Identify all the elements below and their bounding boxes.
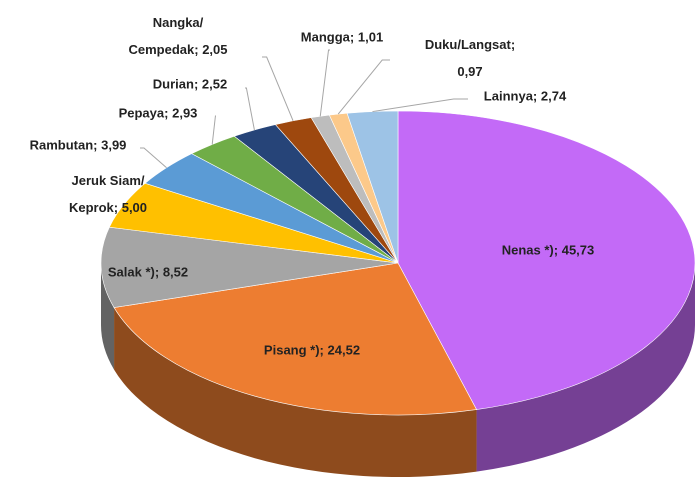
label-separator: ; (510, 37, 516, 52)
leader-line (245, 87, 255, 131)
leader-line (372, 98, 468, 113)
data-label: Mangga; 1,01 (301, 24, 383, 51)
label-separator: ; (113, 200, 119, 215)
data-label: Jeruk Siam/ Keprok; 5,00 (53, 167, 163, 221)
label-separator: ; (154, 264, 160, 280)
data-label: Pisang *); 24,52 (264, 337, 360, 364)
label-separator: ; (194, 42, 199, 57)
slice-side (101, 263, 115, 370)
data-label: Durian; 2,52 (153, 71, 227, 98)
label-value: 1,01 (357, 29, 384, 45)
label-separator: ; (164, 105, 169, 121)
label-name: Rambutan (29, 137, 94, 153)
slice (397, 110, 696, 410)
label-value: 2,05 (202, 42, 228, 57)
label-separator: ; (93, 137, 98, 153)
label-separator: ; (319, 342, 324, 358)
label-name: Durian (152, 76, 194, 92)
data-label: Duku/Langsat; 0,97 (414, 31, 526, 85)
leader-line (319, 49, 330, 117)
label-value: 0,97 (457, 64, 483, 79)
data-label: Nenas *); 45,73 (502, 237, 595, 264)
leader-line (337, 59, 390, 115)
data-label: Lainnya; 2,74 (484, 83, 566, 110)
label-value: 3,99 (101, 137, 127, 153)
data-label: Salak *); 8,52 (108, 259, 188, 286)
leader-line (140, 147, 167, 169)
label-name: Mangga (300, 29, 350, 45)
slice-side (114, 307, 477, 478)
label-separator: ; (349, 29, 355, 45)
label-value: 8,52 (162, 264, 189, 280)
label-name: Pisang *) (263, 342, 320, 358)
label-value: 2,74 (540, 88, 567, 104)
label-separator: ; (553, 242, 559, 258)
label-value: 5,00 (121, 200, 148, 215)
label-name: Jeruk Siam/ Keprok (68, 173, 145, 215)
slice (100, 226, 399, 308)
leader-line (211, 115, 216, 145)
label-value: 45,73 (561, 242, 595, 258)
label-name: Lainnya (483, 88, 533, 104)
label-name: Salak *) (107, 264, 155, 280)
data-label: Pepaya; 2,93 (119, 100, 198, 127)
label-separator: ; (193, 76, 199, 92)
slice (113, 262, 478, 416)
label-name: Nenas *) (501, 242, 554, 258)
label-name: Nangka/ Cempedak (128, 15, 204, 57)
label-name: Duku/Langsat (424, 37, 511, 52)
label-value: 24,52 (327, 342, 361, 358)
data-label: Nangka/ Cempedak; 2,05 (122, 9, 234, 63)
label-separator: ; (532, 88, 538, 104)
label-value: 2,52 (201, 76, 228, 92)
slice-side (476, 263, 695, 472)
data-label: Rambutan; 3,99 (30, 132, 127, 159)
label-value: 2,93 (172, 105, 198, 121)
label-name: Pepaya (118, 105, 165, 121)
leader-line (262, 56, 294, 121)
